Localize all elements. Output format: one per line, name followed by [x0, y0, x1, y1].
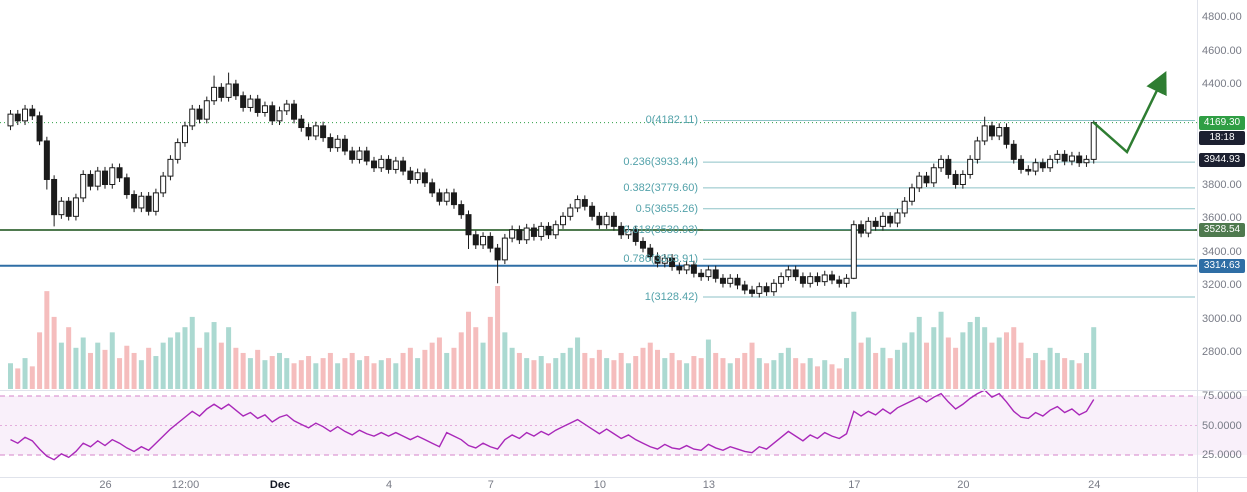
time-axis[interactable]: 26 12:00 Dec 4 7 10 13 17 20 24	[0, 478, 1197, 492]
fib-level-label[interactable]: 1(3128.42)	[644, 290, 698, 303]
price-axis-label: 4600.00	[1202, 44, 1242, 57]
price-axis-label: 3600.00	[1202, 212, 1242, 224]
countdown-badge: 18:18	[1199, 130, 1245, 145]
last-price-badge: 4169.30	[1199, 115, 1245, 130]
price-axis-label: 3000.00	[1202, 312, 1242, 325]
time-label: 10	[593, 479, 606, 491]
price-axis-label: 4800.00	[1202, 11, 1242, 23]
candlestick-series	[7, 72, 1097, 298]
volume-series	[8, 286, 1097, 389]
drawn-arrow-annotation[interactable]	[1092, 71, 1167, 155]
time-label: 17	[848, 479, 861, 491]
rsi-line	[10, 389, 1095, 461]
fib-retracement[interactable]	[703, 119, 1195, 298]
time-label: 12:00	[171, 479, 200, 491]
price-axis-label: 2800.00	[1202, 346, 1242, 358]
time-label: 20	[957, 479, 970, 491]
hline-badge-blue: 3314.63	[1199, 258, 1245, 273]
rsi-axis-label: 25.0000	[1202, 449, 1242, 461]
time-label: 4	[385, 479, 393, 491]
time-label: 24	[1088, 479, 1101, 491]
price-axis-label: 4400.00	[1202, 78, 1242, 90]
price-axis-label: 3800.00	[1202, 178, 1242, 191]
rsi-axis-label: 50.0000	[1202, 419, 1242, 432]
price-axis-label: 3200.00	[1202, 279, 1242, 291]
time-label: Dec	[269, 479, 291, 491]
rsi-axis-label: 75.0000	[1202, 390, 1242, 402]
time-label: 13	[702, 479, 716, 491]
fib-level-label[interactable]: 0(4182.11)	[645, 114, 698, 127]
time-label: 26	[99, 479, 112, 491]
price-badge: 3944.93	[1199, 153, 1245, 168]
fib-level-label[interactable]: 0.786(3353.91)	[623, 253, 698, 266]
price-axis-label: 3400.00	[1202, 245, 1242, 258]
price-axis[interactable]: 4800.00 4600.00 4400.00 3800.00 3600.00 3400.…	[1197, 0, 1247, 478]
fib-level-label[interactable]: 0.5(3655.26)	[635, 202, 698, 215]
fib-level-label[interactable]: 0.236(3933.44)	[623, 156, 698, 169]
rsi-band	[0, 396, 1247, 455]
fib-level-label[interactable]: 0.382(3779.60)	[623, 181, 698, 194]
time-label: 7	[487, 479, 494, 491]
fib-level-label[interactable]: 0.618(3530.93)	[623, 223, 698, 236]
hline-badge-green: 3528.54	[1199, 222, 1245, 237]
